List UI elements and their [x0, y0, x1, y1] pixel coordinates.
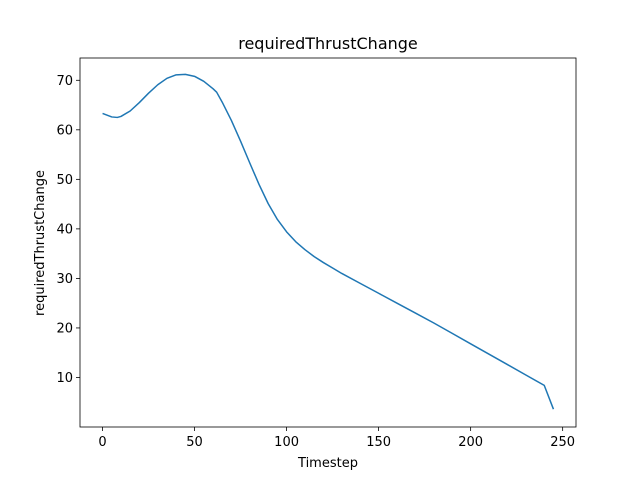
y-tick-label: 20: [56, 321, 73, 336]
x-axis-ticks: 0 50 100 150 200 250: [98, 427, 575, 450]
x-axis-label: Timestep: [297, 456, 358, 471]
plot-frame: [79, 57, 577, 428]
y-axis-ticks: 10 20 30 40 50 60 70: [56, 74, 80, 386]
x-tick-label: 100: [274, 435, 299, 450]
series-line-0: [102, 73, 555, 410]
y-axis-label: requiredThrustChange: [33, 170, 48, 316]
chart-title: requiredThrustChange: [238, 34, 418, 53]
y-tick-label: 10: [56, 371, 73, 386]
x-tick-label: 50: [186, 435, 203, 450]
x-tick-label: 250: [550, 435, 575, 450]
x-tick-label: 150: [366, 435, 391, 450]
plot-area: [102, 73, 555, 410]
y-tick-label: 70: [56, 74, 73, 89]
x-tick-label: 0: [98, 435, 106, 450]
y-tick-label: 40: [56, 222, 73, 237]
x-tick-label: 200: [458, 435, 483, 450]
y-tick-label: 30: [56, 272, 73, 287]
y-tick-label: 50: [56, 173, 73, 188]
y-tick-label: 60: [56, 123, 73, 138]
